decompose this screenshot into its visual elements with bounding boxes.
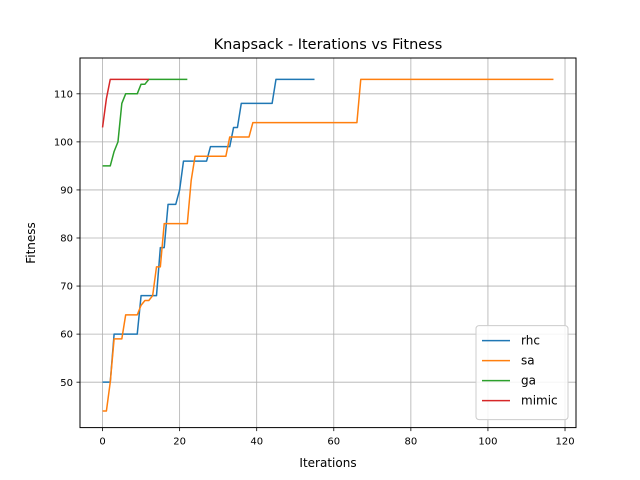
legend-label-ga: ga	[521, 374, 536, 388]
x-axis-label: Iterations	[299, 456, 356, 470]
series-lines	[101, 78, 554, 412]
axis-ticks: 0 20 40 60 80 100 120 50 60 70 80 90 100 110	[54, 89, 575, 447]
y-tick-label: 60	[60, 330, 73, 341]
x-tick-label: 120	[555, 437, 574, 448]
series-line-rhc	[102, 78, 315, 383]
y-tick-label: 90	[60, 186, 73, 197]
x-tick-label: 100	[478, 437, 497, 448]
chart-title: Knapsack - Iterations vs Fitness	[214, 37, 443, 53]
legend-box	[475, 325, 569, 421]
x-tick-label: 20	[173, 437, 186, 448]
y-axis-label: Fitness	[24, 222, 38, 264]
y-tick-label: 110	[54, 89, 73, 100]
x-tick-label: 60	[327, 437, 340, 448]
legend-label-sa: sa	[521, 354, 535, 368]
x-tick-label: 0	[99, 437, 105, 448]
legend-label-mimic: mimic	[521, 394, 558, 408]
series-line-mimic	[101, 78, 149, 128]
x-tick-label: 40	[250, 437, 263, 448]
x-tick-label: 80	[404, 437, 417, 448]
series-line-ga	[102, 78, 188, 167]
y-tick-label: 50	[60, 378, 73, 389]
legend: rhc sa ga mimic	[475, 325, 569, 421]
legend-label-rhc: rhc	[521, 334, 540, 348]
y-tick-label: 100	[54, 137, 73, 148]
axes-frame	[79, 57, 577, 429]
series-line-sa	[102, 78, 554, 412]
y-tick-label: 80	[60, 234, 73, 245]
grid-lines	[80, 58, 576, 428]
y-tick-label: 70	[60, 282, 73, 293]
